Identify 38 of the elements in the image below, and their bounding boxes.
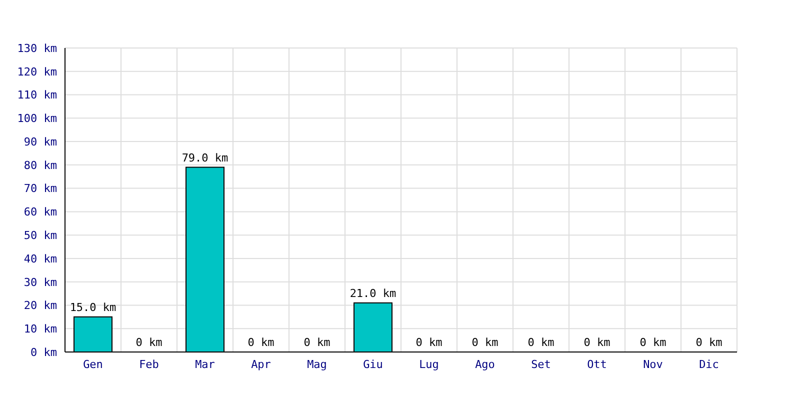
data-label: 79.0 km [182,151,229,164]
y-tick-label: 110 km [17,88,58,102]
data-label: 0 km [416,336,443,349]
y-tick-label: 100 km [17,112,58,126]
data-label: 21.0 km [350,286,397,300]
y-tick-label: 0 km [30,346,58,359]
y-tick-label: 90 km [24,135,58,148]
x-tick-label: Ott [587,358,607,371]
x-tick-label: Lug [419,358,439,371]
x-tick-label: Apr [251,358,272,371]
data-label: 0 km [528,336,555,349]
y-tick-label: 50 km [24,228,58,242]
x-tick-label: Ago [475,358,495,371]
data-label: 0 km [584,336,611,349]
y-tick-label: 120 km [17,65,58,78]
x-tick-label: Giu [363,358,383,371]
y-tick-label: 60 km [24,206,58,219]
y-tick-label: 40 km [24,252,58,266]
x-tick-label: Dic [699,358,719,371]
y-tick-label: 20 km [24,299,58,312]
data-label: 0 km [640,336,667,349]
y-tick-label: 30 km [24,276,58,289]
data-label: 0 km [472,336,499,349]
x-tick-label: Nov [643,358,664,371]
data-label: 0 km [136,336,163,349]
data-label: 15.0 km [70,300,117,314]
x-tick-label: Set [531,358,551,371]
x-tick-label: Feb [139,358,159,371]
y-tick-label: 10 km [24,322,58,336]
y-tick-label: 80 km [24,158,58,172]
y-tick-label: 130 km [17,42,58,55]
data-label: 0 km [304,336,331,349]
x-tick-label: Mag [307,358,327,371]
x-tick-label: Gen [83,358,103,371]
y-tick-label: 70 km [24,182,58,196]
x-tick-label: Mar [195,358,216,371]
data-label: 0 km [696,336,723,349]
data-label: 0 km [248,336,275,349]
